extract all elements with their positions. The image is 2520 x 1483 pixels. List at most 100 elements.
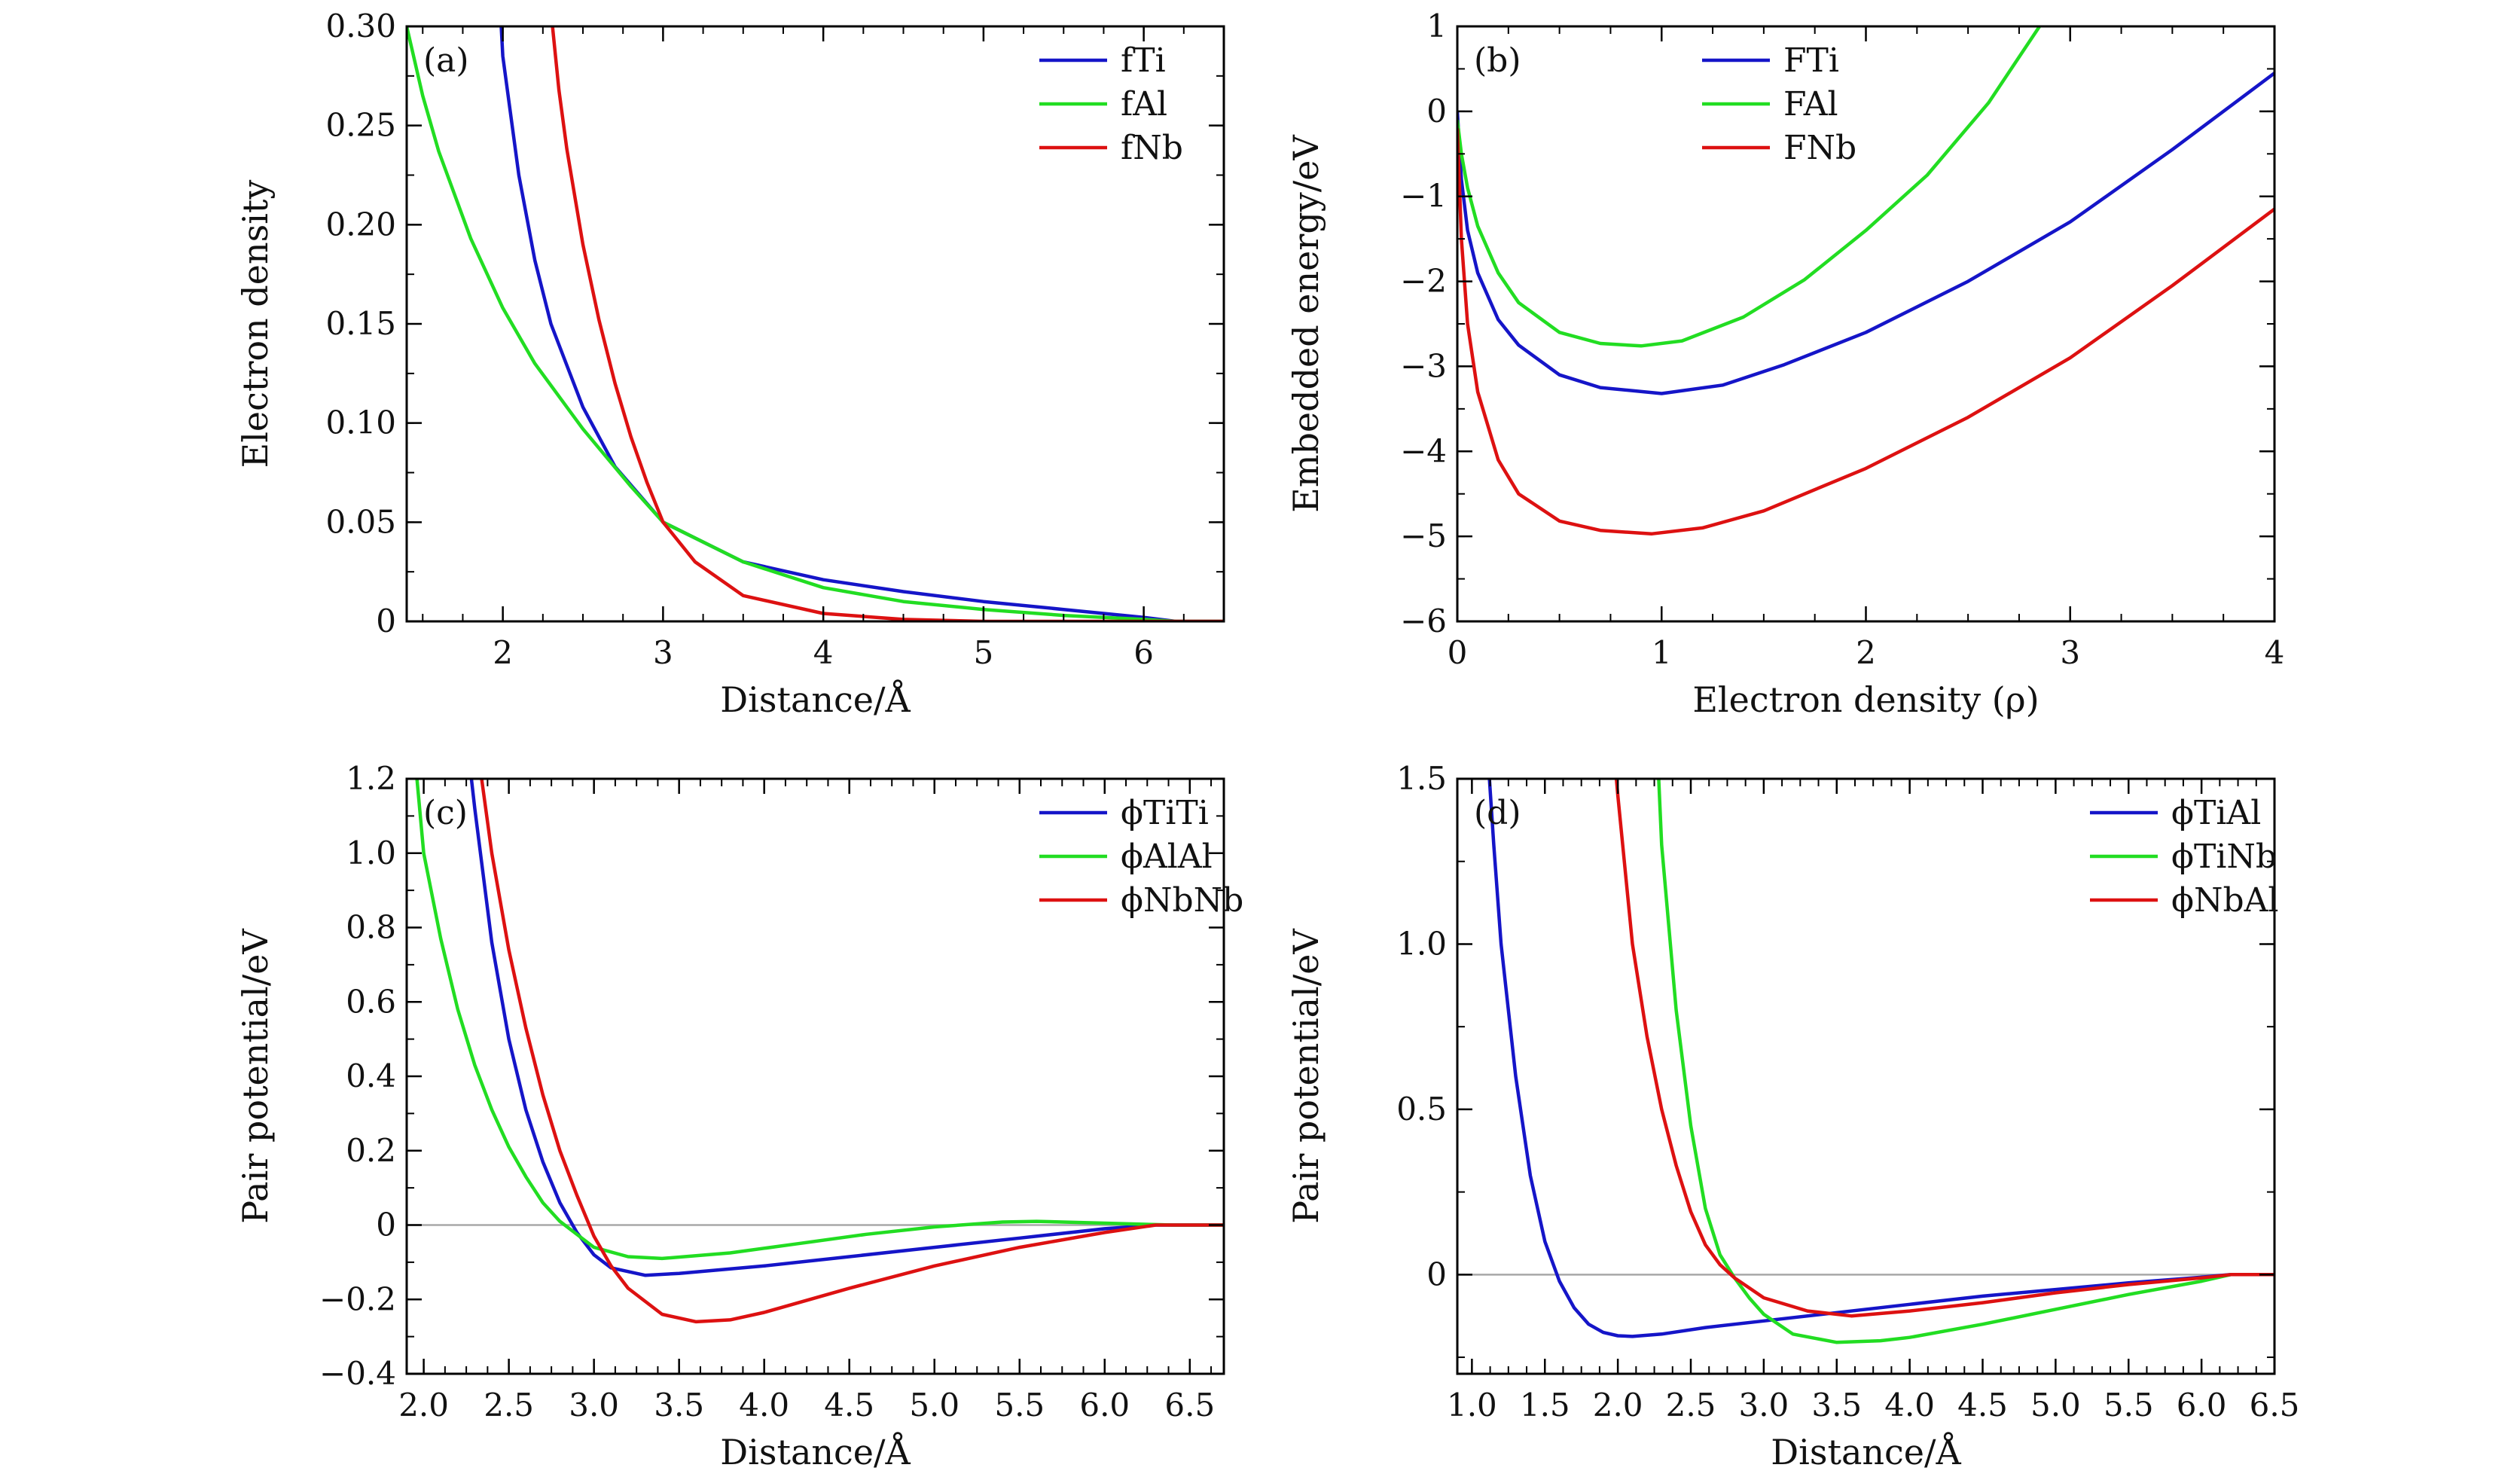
legend-label-1: fAl (1121, 85, 1167, 124)
x-tick-label: 6.5 (1164, 1387, 1215, 1423)
y-tick-label: 0.25 (325, 107, 396, 144)
x-tick-label: 1.0 (1447, 1387, 1497, 1423)
series-line-1 (1657, 779, 2274, 1344)
y-tick-label: 0.10 (325, 404, 396, 441)
y-tick-label: −3 (1400, 347, 1447, 384)
x-tick-label: 0 (1448, 634, 1468, 671)
x-tick-label: 6 (1133, 634, 1154, 671)
x-tick-label: 1 (1652, 634, 1672, 671)
panel-c: 2.0 2.5 3.0 3.5 4.0 4.5 5.0 5.5 6.0 6.5 −0.4 −0.2 0 0… (235, 760, 1243, 1472)
y-axis-title: Pair potential/eV (235, 929, 276, 1224)
plot-frame (405, 25, 1225, 623)
legend-label-2: ϕNbNb (1121, 881, 1243, 920)
legend-label-1: ϕAlAl (1121, 838, 1213, 876)
legend-label-0: fTi (1121, 41, 1166, 80)
x-tick-label: 5 (974, 634, 994, 671)
y-tick-label: −2 (1400, 263, 1447, 300)
plot-frame (405, 777, 1225, 1375)
y-tick-label: 1.2 (346, 760, 396, 797)
x-tick-label: 2 (493, 634, 513, 671)
y-tick-label: 0 (1426, 93, 1447, 130)
x-axis-title: Distance/Å (720, 679, 911, 720)
x-tick-label: 4.5 (824, 1387, 874, 1423)
y-tick-label: −6 (1400, 603, 1447, 639)
series-line-1 (1457, 26, 2041, 348)
x-tick-label: 3.0 (1738, 1387, 1789, 1423)
x-tick-label: 6.5 (2250, 1387, 2300, 1423)
x-tick-label: 4.0 (1884, 1387, 1935, 1423)
y-tick-label: 0.15 (325, 305, 396, 342)
panel-b: 0 1 2 3 4 −6 −5 −4 −3 −2 −1 0 1 Electron density (ρ) E… (1286, 8, 2284, 720)
series-line-1 (415, 779, 1224, 1261)
legend-label-2: ϕNbAl (2171, 881, 2279, 920)
x-tick-label: 4 (813, 634, 834, 671)
panel-label: (b) (1474, 41, 1521, 80)
panel-label: (d) (1474, 794, 1521, 832)
series-line-1 (407, 26, 1224, 621)
x-tick-label: 5.5 (994, 1387, 1045, 1423)
legend-label-0: ϕTiAl (2171, 794, 2261, 832)
y-tick-label: 0.2 (346, 1132, 396, 1169)
x-tick-label: 3.5 (1811, 1387, 1862, 1423)
y-tick-label: 1.5 (1396, 760, 1447, 797)
legend-label-2: FNb (1783, 129, 1856, 167)
series-line-0 (499, 26, 1224, 621)
legend-label-1: FAl (1783, 85, 1838, 124)
x-tick-label: 6.0 (2177, 1387, 2227, 1423)
y-tick-label: 0.6 (346, 983, 396, 1020)
y-tick-label: −0.4 (319, 1355, 396, 1392)
series-line-2 (480, 779, 1224, 1324)
y-tick-label: 1.0 (346, 835, 396, 871)
x-tick-label: 2.5 (1666, 1387, 1716, 1423)
x-tick-label: 5.0 (2030, 1387, 2081, 1423)
x-tick-label: 4 (2265, 634, 2285, 671)
y-tick-label: 0 (376, 1207, 396, 1243)
y-axis-title: Electron density (235, 180, 276, 468)
y-tick-label: 0.30 (325, 8, 396, 44)
x-axis-title: Distance/Å (720, 1431, 911, 1472)
x-tick-label: 6.0 (1079, 1387, 1130, 1423)
panel-label: (a) (423, 41, 469, 80)
y-tick-label: 0.05 (325, 503, 396, 540)
panel-a: 2 3 4 5 6 0 0.05 0.10 0.15 0.20 0.25 0.30 Distance/Å… (235, 8, 1225, 720)
series-line-0 (1487, 779, 2274, 1338)
x-tick-label: 3 (653, 634, 673, 671)
legend-label-0: ϕTiTi (1121, 794, 1209, 832)
x-axis-title: Electron density (ρ) (1692, 679, 2039, 720)
y-tick-label: −5 (1400, 517, 1447, 554)
y-tick-label: −0.2 (319, 1280, 396, 1317)
y-tick-label: 1 (1426, 8, 1447, 44)
panel-label: (c) (423, 794, 468, 832)
x-tick-label: 4.0 (739, 1387, 789, 1423)
y-axis-title: Embedded energy/eV (1286, 134, 1326, 512)
x-tick-label: 4.5 (1957, 1387, 2008, 1423)
y-axis-title: Pair potential/eV (1286, 929, 1326, 1224)
y-tick-label: −4 (1400, 432, 1447, 469)
y-tick-label: −1 (1400, 178, 1447, 215)
y-tick-label: 0 (376, 603, 396, 639)
legend-label-0: FTi (1783, 41, 1839, 80)
y-tick-label: 0.5 (1396, 1091, 1447, 1128)
legend-label-2: fNb (1121, 129, 1183, 167)
y-tick-label: 0.8 (346, 909, 396, 946)
x-tick-label: 2.0 (398, 1387, 449, 1423)
panel-d: 1.0 1.5 2.0 2.5 3.0 3.5 4.0 4.5 5.0 5.5 6.0 6.5 0 0.5… (1286, 760, 2299, 1472)
series-line-2 (1614, 779, 2274, 1318)
x-tick-label: 3 (2060, 634, 2080, 671)
series-line-0 (469, 779, 1224, 1277)
x-tick-label: 3.0 (569, 1387, 619, 1423)
y-tick-label: 1.0 (1396, 925, 1447, 962)
x-tick-label: 2.5 (484, 1387, 534, 1423)
x-tick-label: 3.5 (654, 1387, 704, 1423)
series-line-2 (1457, 128, 2274, 536)
y-tick-label: 0 (1426, 1256, 1447, 1292)
plot-frame (1456, 25, 2276, 623)
y-tick-label: 0.20 (325, 206, 396, 243)
x-tick-label: 2 (1856, 634, 1876, 671)
series-line-0 (1457, 72, 2274, 395)
x-tick-label: 2.0 (1593, 1387, 1643, 1423)
x-tick-label: 5.0 (909, 1387, 959, 1423)
x-tick-label: 1.5 (1520, 1387, 1570, 1423)
y-tick-label: 0.4 (346, 1057, 396, 1094)
